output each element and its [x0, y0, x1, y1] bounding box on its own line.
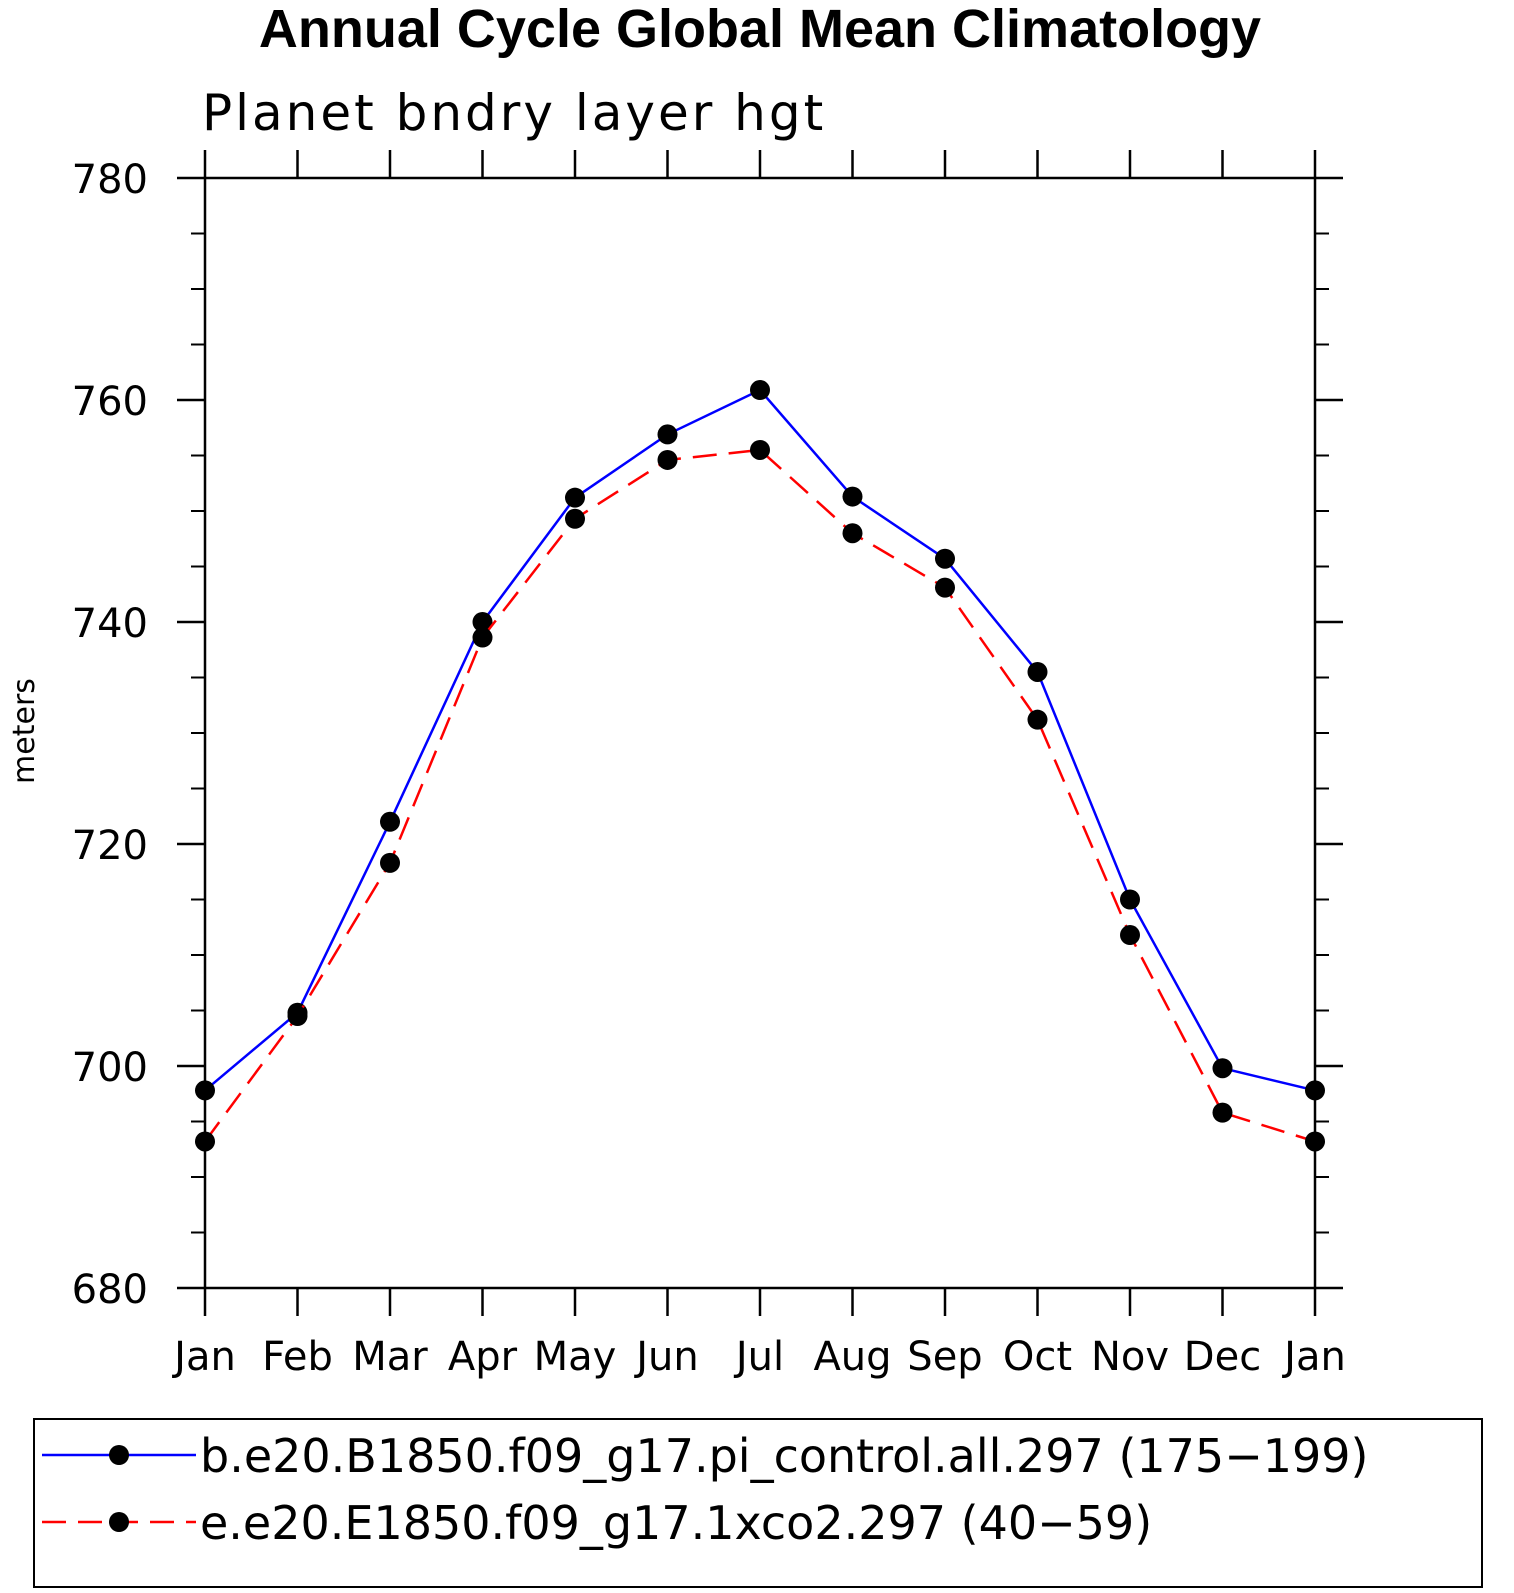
x-tick-label: Jan	[171, 1334, 236, 1380]
data-point	[935, 577, 955, 598]
data-point	[195, 1080, 215, 1101]
data-point	[565, 508, 585, 529]
data-point	[287, 1006, 308, 1027]
data-point	[565, 487, 585, 508]
legend-item-1: b.e20.B1850.f09_g17.pi_control.all.297 (…	[42, 1429, 1369, 1483]
plot-frame	[203, 176, 1317, 1290]
legend-box	[33, 1418, 1483, 1588]
y-tick-label: 780	[72, 157, 148, 203]
data-point	[1027, 709, 1048, 730]
data-point	[472, 612, 493, 632]
data-point	[380, 811, 400, 832]
y-tick-label: 720	[72, 823, 148, 869]
series-line	[203, 448, 1316, 1143]
x-tick-label: Jun	[633, 1334, 699, 1380]
chart-title: Annual Cycle Global Mean Climatology	[259, 0, 1261, 59]
series-1	[195, 380, 1325, 1101]
data-point	[1120, 889, 1140, 910]
x-tick-label: Apr	[448, 1334, 518, 1380]
data-point	[1027, 661, 1048, 682]
data-point	[1305, 1131, 1325, 1152]
data-point	[472, 627, 493, 648]
y-tick-label: 740	[72, 601, 148, 647]
data-point	[750, 380, 770, 401]
series-2	[195, 439, 1325, 1152]
data-point	[1120, 925, 1140, 946]
y-tick-label: 700	[72, 1045, 148, 1091]
data-point	[1305, 1080, 1325, 1101]
legend-marker	[109, 1512, 129, 1532]
x-tick-label: May	[534, 1334, 617, 1380]
series-line	[204, 388, 1316, 1092]
x-tick-label: Jul	[733, 1334, 784, 1380]
y-tick-label: 760	[72, 379, 148, 425]
legend: b.e20.B1850.f09_g17.pi_control.all.297 (…	[33, 1418, 1483, 1588]
data-point	[750, 439, 770, 460]
data-point	[842, 523, 863, 544]
x-tick-label: Sep	[907, 1334, 982, 1380]
x-tick-label: Feb	[262, 1334, 333, 1380]
data-point	[935, 548, 955, 569]
chart-subtitle: Planet bndry layer hgt	[202, 84, 826, 142]
x-tick-label: Nov	[1091, 1334, 1169, 1380]
data-point	[1212, 1058, 1233, 1079]
series-layer	[195, 380, 1325, 1152]
x-tick-label: Mar	[352, 1334, 428, 1380]
data-point	[657, 424, 678, 445]
data-point	[195, 1131, 215, 1152]
y-tick-label: 680	[72, 1267, 148, 1313]
y-axis-label: meters	[7, 678, 42, 784]
legend-marker	[109, 1445, 129, 1465]
legend-label: b.e20.B1850.f09_g17.pi_control.all.297 (…	[200, 1429, 1369, 1483]
legend-label: e.e20.E1850.f09_g17.1xco2.297 (40−59)	[200, 1496, 1152, 1550]
x-tick-label: Oct	[1003, 1334, 1072, 1380]
data-point	[380, 852, 400, 873]
x-tick-label: Dec	[1184, 1334, 1261, 1380]
x-tick-label: Jan	[1281, 1334, 1346, 1380]
x-tick-label: Aug	[813, 1334, 891, 1380]
legend-item-2: e.e20.E1850.f09_g17.1xco2.297 (40−59)	[42, 1496, 1152, 1550]
data-point	[842, 486, 863, 507]
data-point	[1212, 1102, 1233, 1123]
data-point	[657, 449, 678, 470]
axes: Jan Feb Mar Apr May Jun Jul Aug Sep Oct Nov Dec Jan 6…	[72, 150, 1346, 1380]
